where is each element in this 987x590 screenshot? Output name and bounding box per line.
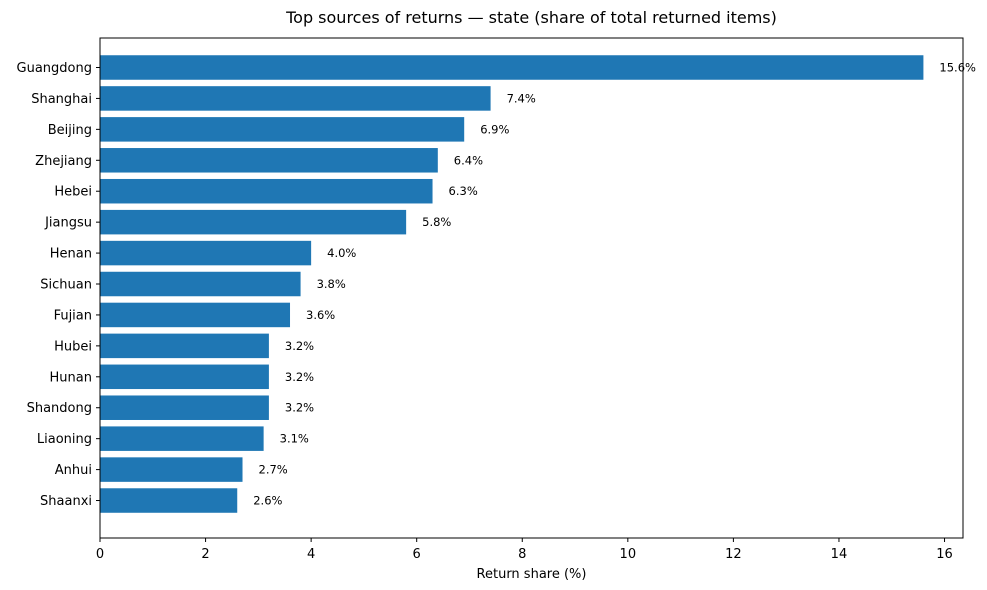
x-tick-label: 8 (518, 547, 526, 562)
y-tick-label: Jiangsu (44, 216, 92, 231)
data-label: 2.6% (253, 494, 282, 508)
chart-title: Top sources of returns — state (share of… (285, 8, 777, 27)
data-label: 6.9% (480, 122, 509, 136)
bar (100, 271, 301, 297)
bar (100, 117, 465, 142)
bar (100, 364, 269, 390)
x-tick-label: 16 (936, 547, 953, 562)
y-tick-label: Henan (50, 247, 92, 262)
y-tick-label: Hubei (54, 339, 92, 354)
bar (100, 86, 491, 111)
bar (100, 457, 243, 482)
bar (100, 426, 264, 451)
plot-frame (99, 37, 964, 539)
y-tick-label: Beijing (48, 123, 92, 138)
data-label: 7.4% (507, 91, 536, 105)
x-axis-ticks: 0 2 4 6 8 10 12 14 16 (96, 538, 953, 562)
y-tick-label: Liaoning (37, 432, 92, 447)
y-tick-label: Anhui (55, 463, 92, 478)
data-label: 3.1% (280, 432, 309, 446)
y-tick-label: Hunan (50, 370, 92, 385)
y-axis-ticks: Guangdong Shanghai Beijing Zhejiang Hebei Jia… (17, 61, 100, 509)
data-label: 3.8% (317, 277, 346, 291)
bar (100, 302, 291, 328)
data-labels-group: 15.6% 7.4% 6.9% 6.4% 6.3% 5.8% 4.0% 3.8% 3.6% 3.2… (253, 61, 976, 508)
y-tick-label: Sichuan (40, 278, 92, 293)
data-label: 3.6% (306, 308, 335, 322)
x-tick-label: 2 (201, 547, 209, 562)
bar (100, 488, 238, 513)
x-tick-label: 12 (725, 547, 742, 562)
data-label: 15.6% (939, 61, 976, 75)
data-label: 3.2% (285, 339, 314, 353)
data-label: 6.4% (454, 153, 483, 167)
data-label: 5.8% (422, 215, 451, 229)
bar (100, 178, 433, 204)
bar (100, 148, 438, 173)
data-label: 6.3% (449, 184, 478, 198)
y-tick-label: Shandong (27, 401, 92, 416)
data-label: 4.0% (327, 246, 356, 260)
y-tick-label: Shaanxi (40, 494, 92, 509)
x-tick-label: 0 (96, 547, 104, 562)
y-tick-label: Hebei (54, 185, 92, 200)
x-tick-label: 4 (307, 547, 315, 562)
data-label: 3.2% (285, 401, 314, 415)
y-tick-label: Zhejiang (35, 154, 92, 169)
bar (100, 395, 269, 420)
x-tick-label: 10 (620, 547, 637, 562)
bar (100, 240, 312, 266)
y-tick-label: Guangdong (17, 61, 92, 76)
x-tick-label: 14 (831, 547, 848, 562)
bar (100, 55, 924, 80)
bar (100, 209, 407, 235)
y-tick-label: Fujian (54, 308, 92, 323)
x-tick-label: 6 (413, 547, 421, 562)
data-label: 3.2% (285, 370, 314, 384)
y-tick-label: Shanghai (31, 92, 92, 107)
bars-group (100, 55, 924, 513)
x-axis-label: Return share (%) (477, 567, 587, 582)
data-label: 2.7% (259, 463, 288, 477)
bar (100, 333, 269, 359)
